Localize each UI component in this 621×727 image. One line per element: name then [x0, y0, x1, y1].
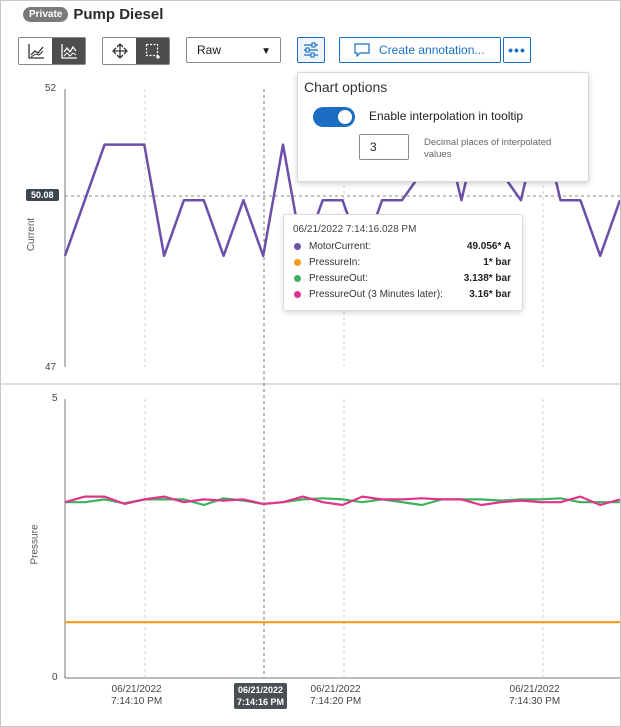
- more-button[interactable]: •••: [503, 37, 531, 63]
- cursor-x-readout: 06/21/2022 7:14:16 PM: [234, 683, 288, 709]
- series-dot: [294, 274, 301, 282]
- value-tooltip: 06/21/2022 7:14:16.028 PM MotorCurrent: …: [283, 214, 523, 311]
- area-chart-icon: [60, 44, 77, 59]
- tooltip-row: PressureOut (3 Minutes later): 3.16* bar: [294, 287, 511, 301]
- tooltip-series-value: 3.16* bar: [469, 288, 511, 300]
- y-tick-top: 52: [45, 83, 57, 94]
- pan-button[interactable]: [103, 38, 136, 64]
- area-chart-button[interactable]: [52, 38, 85, 64]
- decimal-places-input[interactable]: 3: [359, 134, 409, 160]
- line-chart-button[interactable]: [19, 38, 52, 64]
- interpolation-toggle[interactable]: [313, 107, 355, 127]
- pressure-axis-label: Pressure: [29, 524, 41, 565]
- series-dot: [294, 290, 301, 298]
- create-annotation-label: Create annotation...: [379, 43, 485, 57]
- series-line-1-1[interactable]: [64, 495, 620, 507]
- tooltip-series-name: MotorCurrent:: [309, 240, 371, 252]
- decimal-places-help: Decimal places of interpolated values: [424, 137, 552, 160]
- x-tick: 06/21/2022 7:14:30 PM: [509, 684, 561, 707]
- ellipsis-icon: •••: [508, 42, 526, 58]
- aggregation-value: Raw: [197, 43, 222, 57]
- comment-icon: [354, 43, 370, 57]
- series-line-1-0[interactable]: [65, 497, 620, 507]
- view-mode-group: [18, 37, 86, 65]
- chart-options-button[interactable]: [297, 37, 325, 63]
- tooltip-row: MotorCurrent: 49.056* A: [294, 239, 511, 253]
- x-tick: 06/21/2022 7:14:20 PM: [310, 684, 362, 707]
- tooltip-series-value: 49.056* A: [466, 240, 511, 252]
- tooltip-row: PressureIn: 1* bar: [294, 255, 511, 269]
- sliders-icon: [304, 42, 318, 58]
- popover-title: Chart options: [304, 79, 388, 95]
- tooltip-timestamp: 06/21/2022 7:14:16.028 PM: [293, 224, 417, 235]
- toggle-knob: [338, 110, 352, 124]
- x-tick: 06/21/2022 7:14:10 PM: [111, 684, 163, 707]
- y-tick-bottom: 0: [52, 672, 58, 683]
- line-chart-icon: [27, 44, 44, 59]
- create-annotation-button[interactable]: Create annotation...: [339, 37, 501, 63]
- tooltip-series-name: PressureOut (3 Minutes later):: [309, 288, 443, 300]
- tooltip-series-name: PressureOut:: [309, 272, 368, 284]
- current-axis-label: Current: [26, 217, 38, 252]
- series-dot: [294, 258, 301, 266]
- pan-icon: [111, 43, 128, 59]
- tooltip-series-value: 1* bar: [483, 256, 511, 268]
- tool-mode-group: [102, 37, 170, 65]
- zoom-select-button[interactable]: [136, 38, 169, 64]
- tooltip-row: PressureOut: 3.138* bar: [294, 271, 511, 285]
- caret-down-icon: ▼: [261, 46, 271, 57]
- zoom-select-icon: [145, 43, 160, 59]
- page-title: Pump Diesel: [73, 6, 164, 23]
- tooltip-series-name: PressureIn:: [309, 256, 361, 268]
- aggregation-select[interactable]: Raw ▼: [186, 37, 281, 63]
- interpolation-toggle-label: Enable interpolation in tooltip: [369, 109, 524, 123]
- private-badge: Private: [23, 7, 69, 22]
- cursor-y-readout: 50.08: [26, 189, 59, 201]
- series-dot: [294, 242, 301, 250]
- title-row: Private Pump Diesel: [23, 6, 163, 23]
- y-tick-top: 5: [52, 393, 58, 404]
- tooltip-series-value: 3.138* bar: [463, 272, 511, 284]
- chart-options-popover: Chart options Enable interpolation in to…: [297, 72, 589, 182]
- y-tick-bottom: 47: [45, 362, 57, 373]
